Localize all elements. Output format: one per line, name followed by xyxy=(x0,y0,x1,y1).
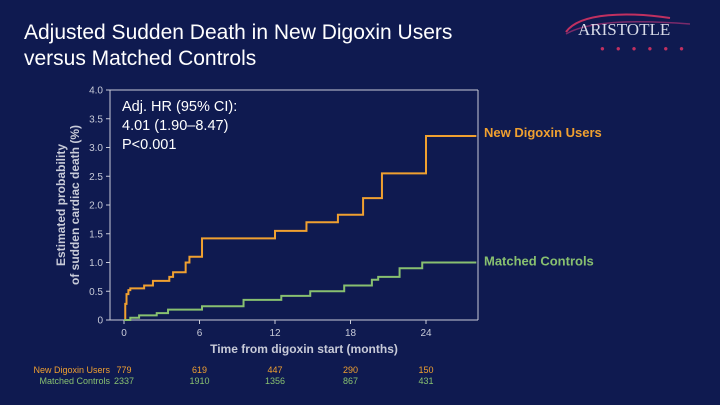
y-tick-label: 4.0 xyxy=(89,86,103,97)
series-line-digoxin xyxy=(124,135,477,321)
risk-count: 779 xyxy=(116,365,132,375)
y-tick-label: 0.5 xyxy=(89,287,103,298)
risk-count: 1910 xyxy=(189,376,210,386)
risk-count: 290 xyxy=(342,365,359,375)
x-tick-label: 6 xyxy=(197,328,203,339)
hr-value: 4.01 (1.90–8.47) xyxy=(122,118,229,134)
chart-axes xyxy=(106,89,479,324)
x-axis-title: Time from digoxin start (months) xyxy=(210,342,398,356)
risk-count: 150 xyxy=(418,365,434,375)
risk-count: 619 xyxy=(191,365,208,375)
y-tick-label: 1.0 xyxy=(89,258,103,269)
risk-count: 1356 xyxy=(264,376,286,386)
x-tick-label: 12 xyxy=(269,328,281,339)
slide-title: Adjusted Sudden Death in New Digoxin Use… xyxy=(24,20,564,72)
risk-count: 867 xyxy=(342,376,359,386)
aristotle-logo: ARISTOTLE ●●●●●● xyxy=(560,10,710,53)
series-line-controls xyxy=(124,261,477,321)
hazard-ratio-box: Adj. HR (95% CI): 4.01 (1.90–8.47) P<0.0… xyxy=(122,98,237,155)
x-tick-label: 0 xyxy=(121,328,127,339)
y-axis-title-line-1: Estimated probability xyxy=(54,144,68,266)
chart-series xyxy=(124,135,477,321)
chart-labels: 0 0.5 1.0 1.5 2.0 2.5 3.0 3.5 4.0 0 6 12 18 24 Time fr… xyxy=(54,86,602,357)
risk-count: 431 xyxy=(418,376,434,386)
title-line-2: versus Matched Controls xyxy=(24,47,257,70)
logo-swoosh-icon xyxy=(565,13,691,35)
x-tick-label: 18 xyxy=(345,328,357,339)
series-label-controls: Matched Controls xyxy=(484,254,594,269)
hr-label: Adj. HR (95% CI): xyxy=(122,99,238,115)
series-label-digoxin: New Digoxin Users xyxy=(484,125,602,140)
risk-count: 2337 xyxy=(113,376,135,386)
y-tick-label: 1.5 xyxy=(89,229,103,240)
logo-text: ARISTOTLE xyxy=(578,20,671,39)
y-tick-label: 2.5 xyxy=(89,172,103,183)
y-tick-label: 2.0 xyxy=(89,201,103,212)
p-value: P<0.001 xyxy=(122,137,177,153)
risk-row-label: New Digoxin Users xyxy=(33,365,110,375)
y-tick-label: 3.0 xyxy=(89,143,103,154)
title-line-1: Adjusted Sudden Death in New Digoxin Use… xyxy=(24,21,453,44)
y-tick-label: 3.5 xyxy=(89,114,103,125)
risk-count: 447 xyxy=(267,365,283,375)
y-tick-label: 0 xyxy=(97,316,103,327)
x-tick-label: 24 xyxy=(420,328,432,339)
logo-dots-icon: ●●●●●● xyxy=(600,44,695,53)
y-axis-title-line-2: of sudden cardiac death (%) xyxy=(68,125,82,285)
risk-row-label: Matched Controls xyxy=(39,376,110,386)
